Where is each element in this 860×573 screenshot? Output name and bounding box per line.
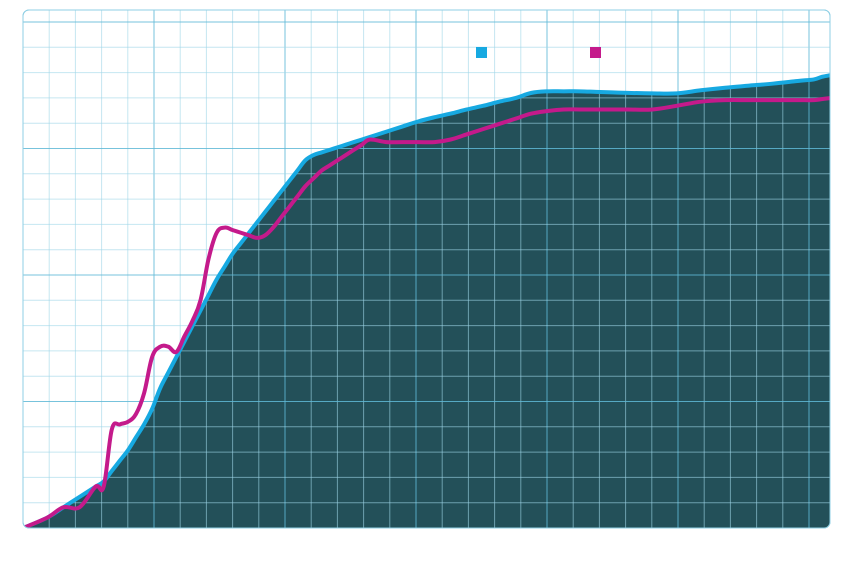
- series-line-1: [23, 73, 830, 528]
- series-lines: [23, 73, 830, 528]
- legend: [476, 47, 601, 58]
- area-layer: [23, 75, 830, 528]
- series-line-2: [23, 96, 830, 528]
- plot-border: [22, 9, 831, 529]
- legend-swatch-series-2: [590, 47, 601, 58]
- legend-item-series-2[interactable]: [590, 47, 601, 58]
- legend-swatch-series-1: [476, 47, 487, 58]
- grid-lines: [23, 10, 830, 528]
- area-fill-series-1: [23, 75, 830, 528]
- legend-item-series-1[interactable]: [476, 47, 487, 58]
